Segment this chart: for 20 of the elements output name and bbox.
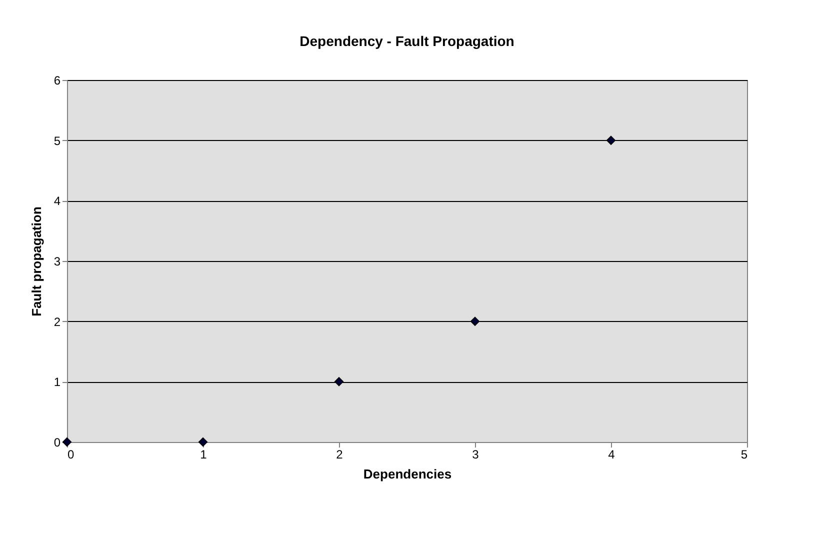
- y-tick-label: 1: [54, 375, 61, 390]
- y-tick-label: 3: [54, 254, 61, 268]
- y-tick-label: 0: [54, 436, 61, 450]
- y-axis-title: Fault propagation: [28, 206, 44, 316]
- x-axis-title: Dependencies: [363, 466, 452, 482]
- point: [470, 316, 480, 326]
- point: [606, 136, 616, 145]
- x-tick-label: 4: [608, 448, 616, 462]
- x-tick-label: 3: [472, 448, 480, 462]
- y-tick-label: 2: [54, 314, 61, 329]
- y-tick-label: 5: [54, 134, 61, 148]
- y-tick-label: 6: [54, 74, 61, 88]
- x-tick-label: 5: [740, 448, 748, 462]
- y-tick-label: 4: [54, 194, 61, 208]
- x-tick-label: 1: [200, 448, 208, 462]
- chart-title: Dependency - Fault Propagation: [300, 33, 514, 49]
- x-tick-label: 2: [336, 448, 344, 462]
- x-tick-label: 0: [68, 448, 74, 462]
- point: [334, 377, 344, 386]
- point: [198, 437, 208, 447]
